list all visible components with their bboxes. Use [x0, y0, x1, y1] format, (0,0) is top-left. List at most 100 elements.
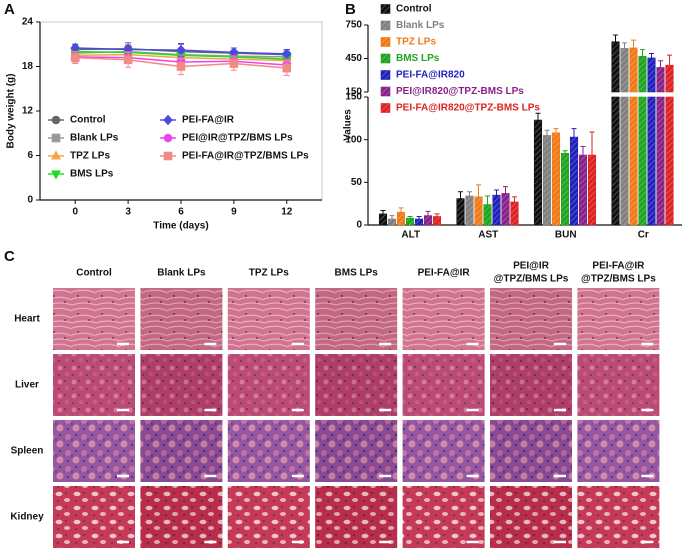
image-shade	[402, 486, 485, 548]
bar	[656, 96, 665, 226]
panel-letter: B	[345, 1, 356, 18]
row-label: Kidney	[10, 512, 44, 523]
image-shade	[315, 486, 398, 548]
histology-image	[490, 288, 572, 350]
image-shade	[490, 354, 572, 416]
histology-image	[402, 354, 485, 416]
x-tick-label: 0	[72, 207, 78, 218]
column-header: PEI-FA@IR	[418, 268, 471, 279]
error-bar	[553, 128, 559, 133]
bar-upper	[629, 47, 638, 93]
image-shade	[227, 420, 310, 482]
image-shade	[140, 420, 223, 482]
error-bar	[434, 213, 440, 217]
bar-upper	[638, 55, 647, 93]
histology-image	[402, 486, 485, 548]
image-shade	[140, 288, 223, 350]
image-shade	[577, 486, 660, 548]
error-bar	[389, 215, 395, 220]
legend-label: PEI-FA@IR820	[396, 70, 465, 81]
error-bar	[407, 215, 413, 219]
image-shade	[490, 486, 572, 548]
y-axis-title: Values	[343, 109, 354, 141]
bar	[378, 213, 388, 226]
bar-upper	[620, 48, 629, 93]
image-shade	[227, 486, 310, 548]
image-shade	[577, 288, 660, 350]
legend-marker	[163, 114, 173, 126]
y-tick-label: 50	[351, 177, 363, 188]
legend-label: Control	[396, 4, 432, 15]
histology-image	[315, 420, 398, 482]
image-shade	[53, 288, 135, 350]
error-bar	[658, 60, 663, 68]
x-tick-label: 6	[178, 207, 184, 218]
image-shade	[140, 486, 223, 548]
y-tick-label: 750	[345, 20, 362, 31]
x-tick-label: AST	[478, 230, 498, 241]
row-label: Spleen	[11, 446, 44, 457]
bar	[456, 198, 465, 226]
error-bar	[380, 209, 386, 214]
marker	[229, 59, 239, 68]
histology-image	[577, 486, 660, 548]
histology-image	[402, 288, 485, 350]
histology-image	[140, 420, 223, 482]
bar	[492, 194, 501, 226]
legend-label: PEI-FA@IR	[182, 115, 235, 126]
legend-swatch	[380, 20, 391, 31]
legend-swatch	[380, 4, 391, 14]
image-shade	[53, 354, 135, 416]
bar	[551, 132, 561, 226]
legend-swatch	[380, 37, 391, 47]
legend-marker	[50, 170, 62, 180]
histology-image	[227, 420, 310, 482]
error-bar	[494, 189, 499, 196]
legend-label: Control	[70, 115, 106, 126]
histology-image	[490, 420, 572, 482]
histology-image	[577, 354, 660, 416]
column-header: @TPZ/BMS LPs	[581, 274, 656, 285]
bar	[638, 96, 647, 226]
column-header: @TPZ/BMS LPs	[494, 274, 569, 285]
legend-swatch	[380, 53, 391, 64]
x-axis-title: Time (days)	[153, 221, 208, 232]
y-tick-label: 450	[345, 53, 362, 64]
legend-marker	[163, 133, 173, 143]
legend-label: TPZ LPs	[70, 151, 110, 162]
histology-image	[53, 486, 135, 548]
image-shade	[227, 288, 310, 350]
bar	[620, 96, 629, 226]
image-shade	[402, 420, 485, 482]
marker	[123, 55, 133, 65]
bar	[432, 216, 442, 226]
x-tick-label: Cr	[638, 230, 649, 241]
y-tick-label: 100	[345, 134, 362, 145]
bar	[578, 154, 588, 226]
legend-swatch	[380, 70, 391, 80]
error-bar	[622, 42, 627, 49]
image-shade	[577, 420, 660, 482]
error-bar	[467, 191, 472, 196]
bar	[414, 218, 424, 226]
error-bar	[640, 49, 645, 57]
y-tick-label: 18	[22, 61, 34, 72]
image-shade	[490, 420, 572, 482]
y-tick-label: 12	[22, 106, 34, 117]
bar	[465, 195, 474, 226]
y-tick-label: 24	[22, 17, 34, 28]
image-shade	[140, 354, 223, 416]
image-shade	[402, 354, 485, 416]
x-tick-label: 9	[231, 207, 237, 218]
histology-image	[577, 288, 660, 350]
y-axis-title: Body weight (g)	[6, 74, 17, 149]
error-bar	[512, 196, 517, 202]
error-bar	[589, 131, 595, 156]
histology-image	[490, 354, 572, 416]
column-header: Blank LPs	[157, 268, 206, 279]
y-tick-label: 6	[27, 150, 33, 161]
bar	[647, 96, 656, 226]
column-header: TPZ LPs	[249, 268, 289, 279]
